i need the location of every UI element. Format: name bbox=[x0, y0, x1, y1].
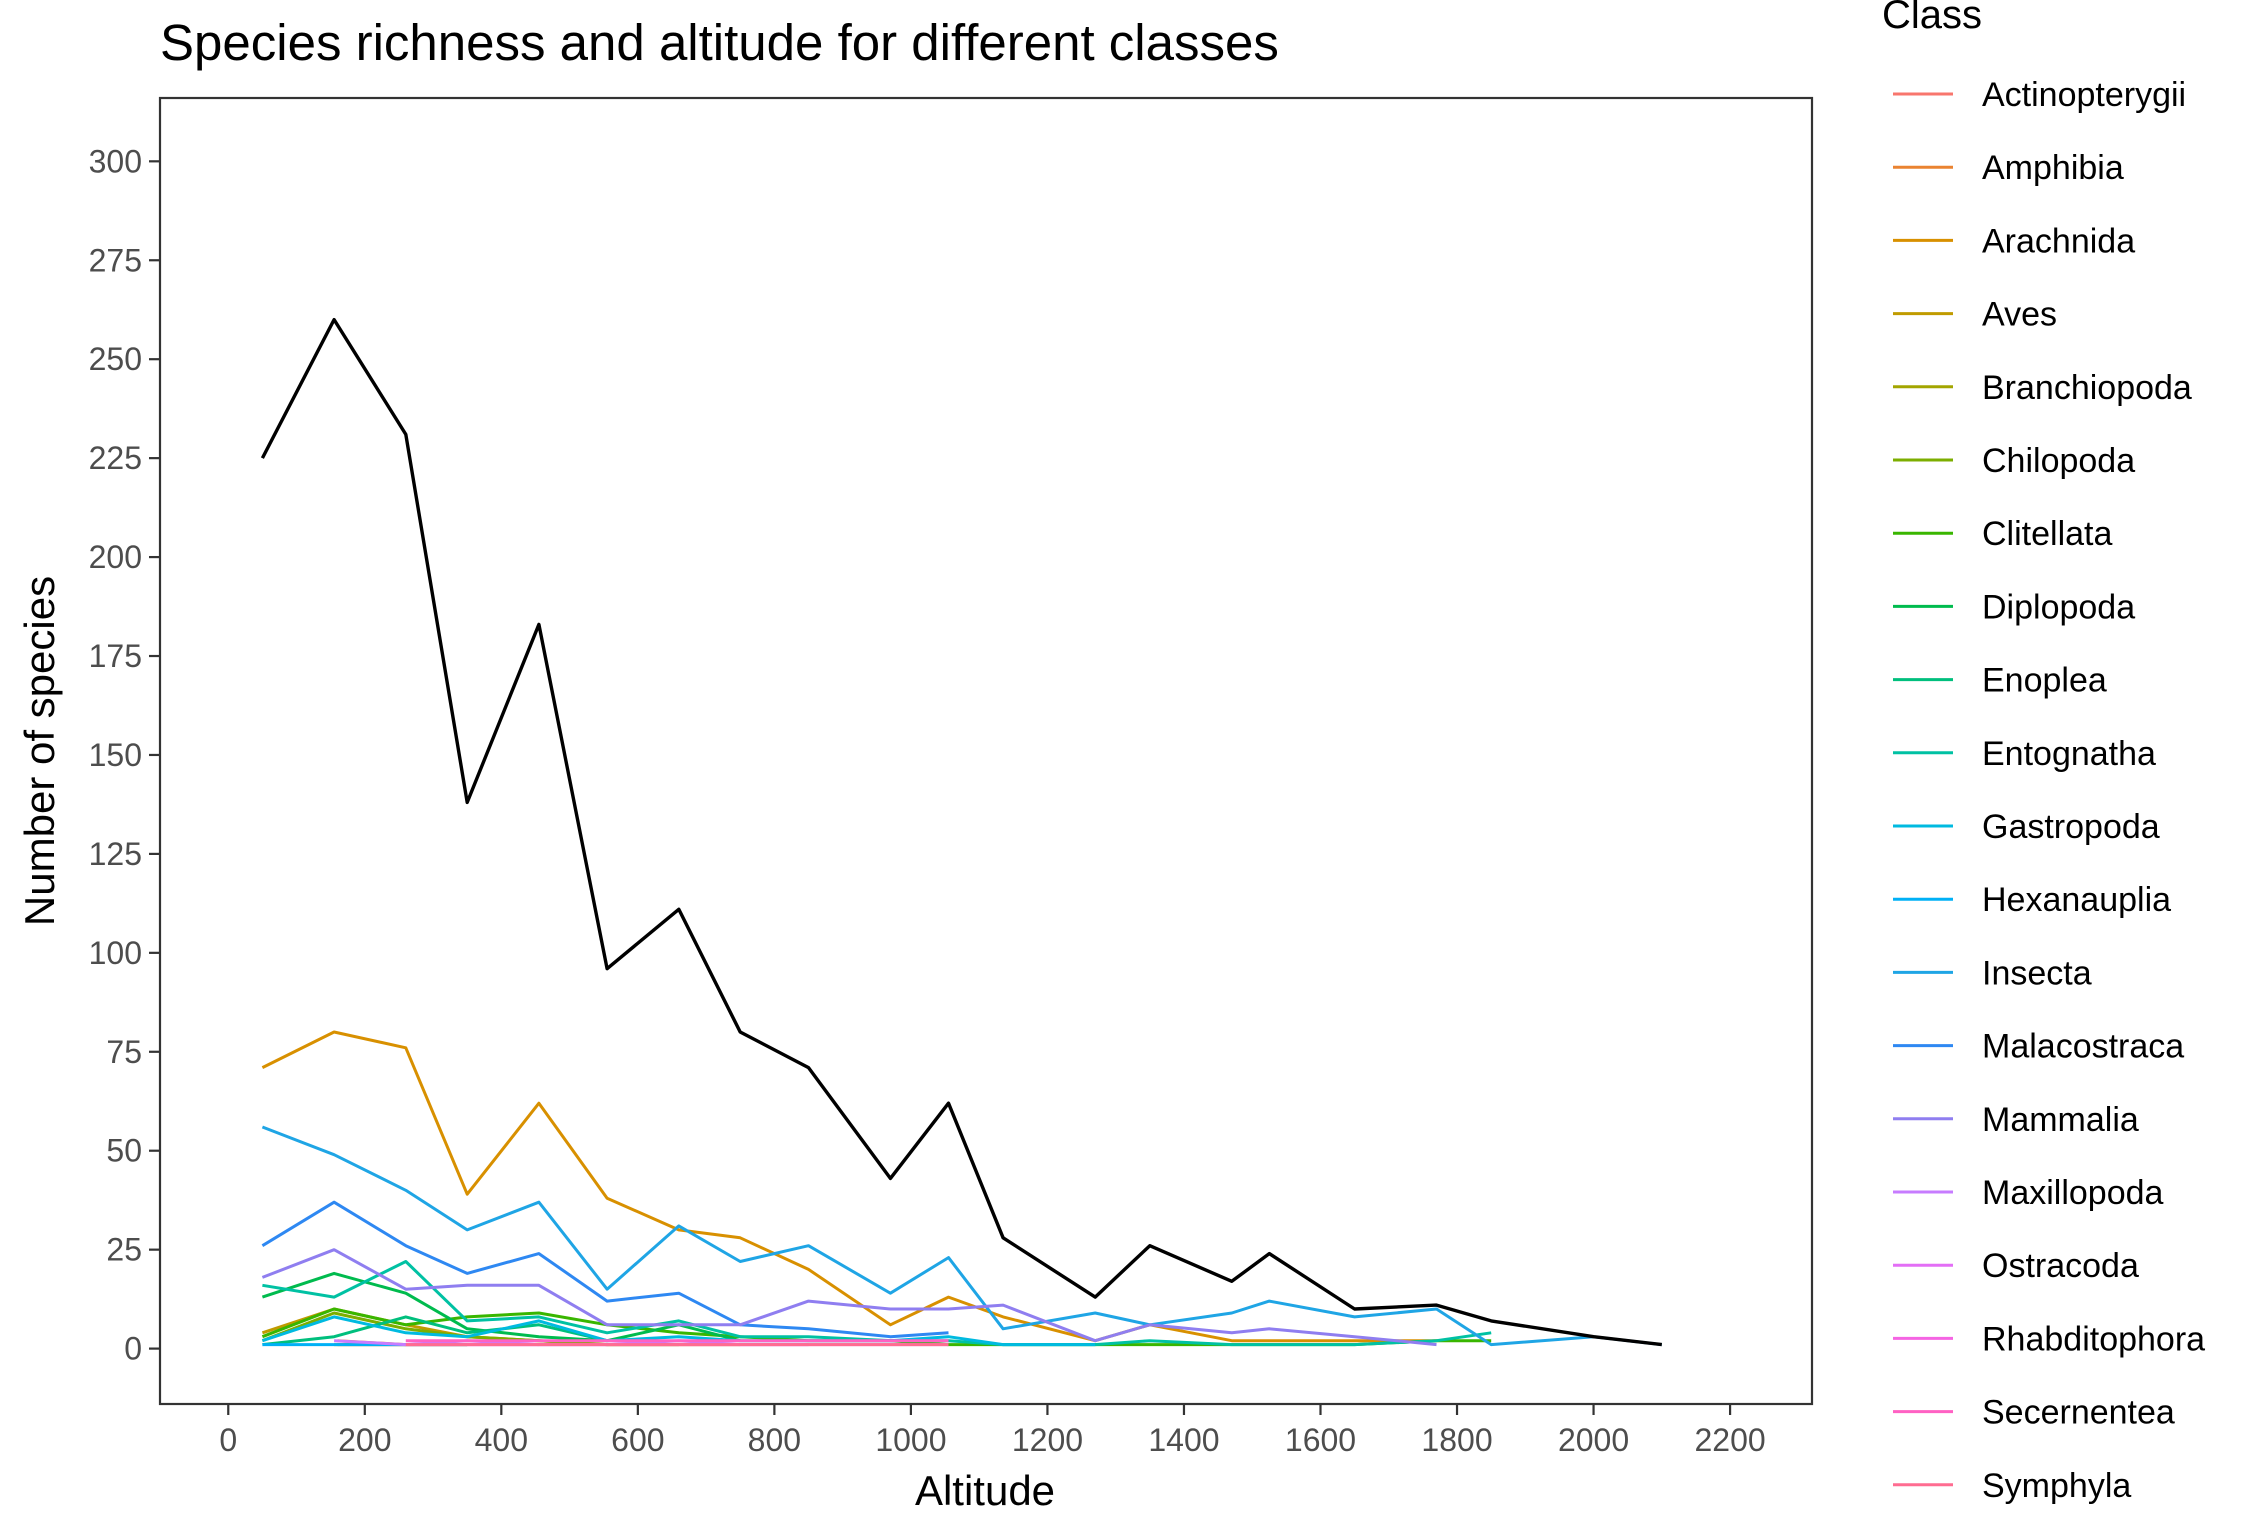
y-tick-label: 175 bbox=[89, 638, 142, 674]
plot-panel bbox=[158, 96, 1814, 1406]
y-tick-label: 250 bbox=[89, 341, 142, 377]
x-tick-label: 600 bbox=[611, 1422, 664, 1458]
legend-item: Insecta bbox=[1893, 954, 2092, 992]
legend-label: Diplopoda bbox=[1982, 588, 2135, 626]
x-tick-label: 1600 bbox=[1285, 1422, 1356, 1458]
series-line-insecta bbox=[261, 1125, 1662, 1347]
x-axis-title: Altitude bbox=[915, 1467, 1055, 1514]
legend-item: Branchiopoda bbox=[1893, 369, 2192, 407]
legend-item: Mammalia bbox=[1893, 1101, 2139, 1139]
series-line-unlabeled bbox=[260, 317, 1662, 1347]
legend-label: Gastropoda bbox=[1982, 808, 2160, 846]
legend-label: Clitellata bbox=[1982, 515, 2112, 553]
y-tick-label: 225 bbox=[89, 440, 142, 476]
series-line-mammalia bbox=[261, 1248, 1437, 1347]
series-line-arachnida bbox=[261, 1030, 1437, 1343]
legend-item: Secernentea bbox=[1893, 1394, 2175, 1432]
legend-label: Actinopterygii bbox=[1982, 76, 2186, 114]
legend-label: Aves bbox=[1982, 296, 2057, 334]
legend-label: Insecta bbox=[1982, 954, 2092, 992]
legend-item: Amphibia bbox=[1893, 149, 2124, 187]
y-tick-label: 300 bbox=[89, 143, 142, 179]
y-tick-label: 100 bbox=[89, 935, 142, 971]
legend-item: Diplopoda bbox=[1893, 588, 2135, 626]
legend-item: Aves bbox=[1893, 296, 2057, 334]
legend-label: Chilopoda bbox=[1982, 442, 2135, 480]
x-tick-label: 1400 bbox=[1148, 1422, 1219, 1458]
y-tick-label: 0 bbox=[124, 1331, 142, 1367]
x-tick-label: 0 bbox=[219, 1422, 237, 1458]
legend-label: Rhabditophora bbox=[1982, 1320, 2205, 1358]
x-tick-label: 200 bbox=[338, 1422, 391, 1458]
legend-label: Enoplea bbox=[1982, 662, 2107, 700]
legend-label: Symphyla bbox=[1982, 1467, 2131, 1505]
legend-label: Arachnida bbox=[1982, 222, 2135, 260]
legend-item: Rhabditophora bbox=[1893, 1320, 2205, 1358]
legend-item: Chilopoda bbox=[1893, 442, 2135, 480]
legend-label: Entognatha bbox=[1982, 735, 2156, 773]
legend-item: Symphyla bbox=[1893, 1467, 2131, 1505]
series-line-gastropoda bbox=[261, 1315, 1096, 1347]
x-tick-label: 1800 bbox=[1421, 1422, 1492, 1458]
legend-label: Secernentea bbox=[1982, 1394, 2175, 1432]
x-tick-label: 2000 bbox=[1558, 1422, 1629, 1458]
legend-item: Maxillopoda bbox=[1893, 1174, 2164, 1212]
y-tick-label: 150 bbox=[89, 737, 142, 773]
legend-label: Mammalia bbox=[1982, 1101, 2139, 1139]
chart-title: Species richness and altitude for differ… bbox=[160, 14, 1279, 71]
y-tick-label: 50 bbox=[106, 1133, 142, 1169]
y-axis: 0 25 50 75 100 125 150 175 200 225 250 275 300 bbox=[89, 143, 160, 1367]
x-tick-label: 1200 bbox=[1012, 1422, 1083, 1458]
x-tick-label: 2200 bbox=[1694, 1422, 1765, 1458]
legend-title: Class bbox=[1882, 0, 1982, 37]
legend-item: Ostracoda bbox=[1893, 1247, 2139, 1285]
y-tick-label: 75 bbox=[106, 1034, 142, 1070]
legend-label: Branchiopoda bbox=[1982, 369, 2192, 407]
legend-item: Enoplea bbox=[1893, 662, 2107, 700]
legend-label: Amphibia bbox=[1982, 149, 2124, 187]
series-line-diplopoda bbox=[261, 1271, 741, 1343]
y-tick-label: 200 bbox=[89, 539, 142, 575]
y-axis-title: Number of species bbox=[16, 576, 63, 926]
legend-item: Hexanauplia bbox=[1893, 881, 2171, 919]
series-line-malacostraca bbox=[261, 1200, 949, 1339]
legend-item: Clitellata bbox=[1893, 515, 2112, 553]
legend-item: Actinopterygii bbox=[1893, 76, 2186, 114]
legend-label: Ostracoda bbox=[1982, 1247, 2139, 1285]
x-tick-label: 400 bbox=[475, 1422, 528, 1458]
x-tick-label: 1000 bbox=[875, 1422, 946, 1458]
y-tick-label: 125 bbox=[89, 836, 142, 872]
legend-item: Entognatha bbox=[1893, 735, 2156, 773]
legend-item: Arachnida bbox=[1893, 222, 2135, 260]
legend: Class Actinopterygii Amphibia Arachnida Ave… bbox=[1882, 0, 2205, 1505]
legend-item: Malacostraca bbox=[1893, 1028, 2184, 1066]
legend-label: Hexanauplia bbox=[1982, 881, 2171, 919]
series-layer bbox=[260, 317, 1662, 1347]
series-line-enoplea bbox=[262, 1315, 608, 1347]
legend-label: Malacostraca bbox=[1982, 1028, 2184, 1066]
legend-label: Maxillopoda bbox=[1982, 1174, 2164, 1212]
x-tick-label: 800 bbox=[748, 1422, 801, 1458]
y-tick-label: 275 bbox=[89, 242, 142, 278]
legend-item: Gastropoda bbox=[1893, 808, 2160, 846]
y-tick-label: 25 bbox=[106, 1232, 142, 1268]
x-axis: 0 200 400 600 800 1000 1200 1400 1600 1800 2000 220… bbox=[219, 1404, 1766, 1458]
